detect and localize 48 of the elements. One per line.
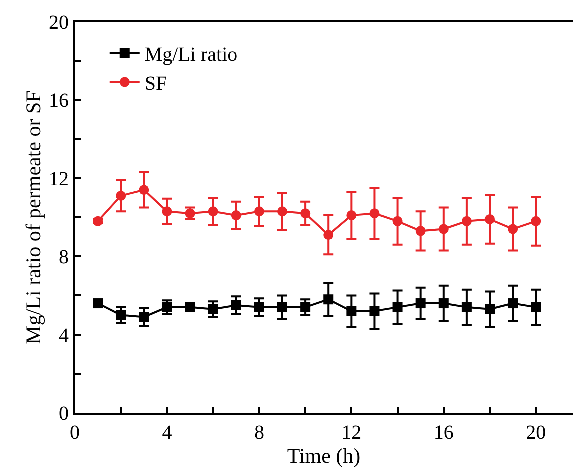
y-tick-label: 12 bbox=[49, 168, 69, 190]
point bbox=[300, 208, 311, 219]
point bbox=[370, 306, 380, 316]
x-tick-label: 20 bbox=[526, 422, 546, 444]
point bbox=[508, 224, 518, 234]
x-tick-label: 16 bbox=[434, 422, 454, 444]
y-axis-title: Mg/Li ratio of permeate or SF bbox=[22, 90, 46, 344]
point bbox=[346, 210, 357, 221]
y-tick-label: 16 bbox=[49, 90, 69, 112]
point bbox=[139, 312, 150, 322]
point bbox=[485, 304, 495, 314]
point bbox=[392, 216, 403, 226]
point bbox=[208, 206, 218, 217]
point bbox=[231, 300, 242, 310]
point bbox=[162, 206, 172, 217]
point bbox=[278, 206, 288, 217]
point bbox=[231, 210, 242, 221]
legend-label: Mg/Li ratio bbox=[144, 44, 238, 66]
point bbox=[438, 298, 449, 309]
y-tick-label: 4 bbox=[59, 324, 69, 347]
point bbox=[462, 216, 472, 226]
point bbox=[485, 214, 495, 224]
point bbox=[346, 306, 357, 316]
point bbox=[324, 230, 334, 240]
x-tick-label: 4 bbox=[162, 422, 172, 444]
point bbox=[531, 216, 542, 226]
point bbox=[93, 298, 104, 309]
point bbox=[324, 294, 334, 305]
y-tick-label: 20 bbox=[49, 12, 69, 34]
x-axis-title: Time (h) bbox=[287, 444, 361, 468]
legend-label: SF bbox=[144, 73, 168, 96]
point bbox=[116, 191, 126, 201]
y-tick-label: 0 bbox=[59, 403, 69, 425]
point bbox=[370, 208, 380, 219]
point bbox=[462, 302, 472, 312]
point bbox=[416, 226, 426, 236]
point bbox=[531, 302, 542, 312]
x-tick-label: 8 bbox=[254, 422, 264, 444]
x-tick-label: 12 bbox=[342, 422, 362, 444]
point bbox=[254, 206, 264, 217]
point bbox=[392, 302, 403, 312]
point bbox=[254, 302, 264, 312]
point bbox=[278, 302, 288, 312]
point bbox=[508, 298, 518, 309]
point bbox=[139, 185, 150, 196]
point bbox=[416, 298, 426, 309]
y-tick-label: 8 bbox=[59, 246, 69, 269]
point bbox=[438, 224, 449, 234]
